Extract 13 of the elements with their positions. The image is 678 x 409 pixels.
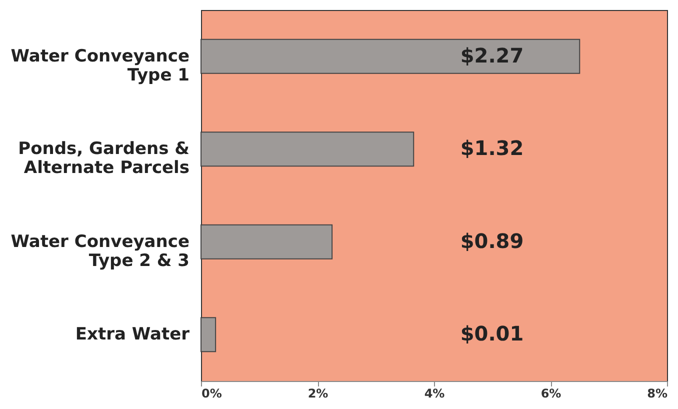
annotation: $0.01	[460, 322, 524, 346]
annotation: $1.32	[460, 136, 524, 160]
x-tick-label: 0%	[202, 386, 222, 400]
x-tick-label: 4%	[424, 386, 445, 400]
y-tick-label: Water Conveyance Type 2 & 3	[10, 232, 190, 271]
y-tick-label: Extra Water	[75, 324, 190, 345]
x-tick-label: 2%	[308, 386, 328, 400]
annotation: $2.27	[460, 43, 524, 68]
y-tick-label: Ponds, Gardens & Alternate Parcels	[18, 139, 190, 178]
x-tick-label: 8%	[647, 386, 668, 400]
annotation: $0.89	[460, 228, 524, 253]
x-tick-label: 6%	[540, 386, 562, 400]
y-tick-label: Water Conveyance Type 1	[10, 46, 190, 86]
